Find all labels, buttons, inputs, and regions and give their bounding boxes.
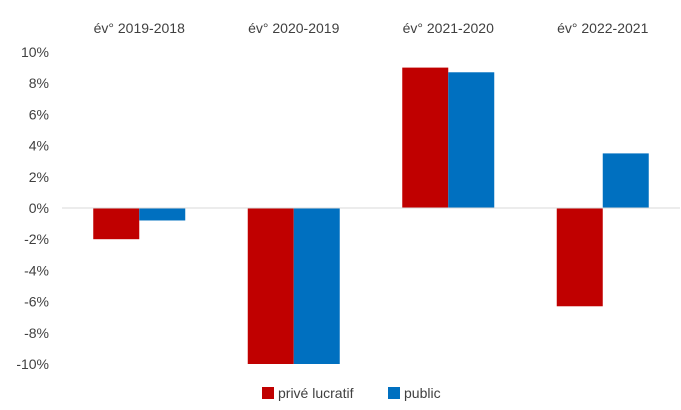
y-tick-label: -2%: [24, 231, 49, 247]
legend-swatch: [388, 387, 400, 399]
y-tick-label: -4%: [24, 262, 49, 278]
bar-public: [448, 72, 495, 208]
bar-prive-lucratif: [402, 67, 449, 208]
legend-label: privé lucratif: [278, 385, 354, 401]
legend-item: privé lucratif: [262, 385, 354, 401]
y-tick-label: 4%: [29, 138, 49, 154]
bar-public: [139, 208, 186, 221]
category-label: év° 2021-2020: [403, 20, 494, 36]
y-tick-label: 0%: [29, 200, 49, 216]
category-label: év° 2019-2018: [94, 20, 185, 36]
y-tick-label: -6%: [24, 294, 49, 310]
legend: privé lucratif public: [262, 385, 441, 401]
legend-swatch: [262, 387, 274, 399]
legend-label: public: [404, 385, 441, 401]
y-tick-label: 2%: [29, 169, 49, 185]
legend-item: public: [388, 385, 441, 401]
y-axis: 10% 8% 6% 4% 2% 0% -2% -4% -6% -8% -10%: [16, 44, 49, 372]
y-tick-label: 8%: [29, 75, 49, 91]
y-tick-label: 6%: [29, 106, 49, 122]
bars: [93, 67, 649, 364]
bar-prive-lucratif: [93, 208, 140, 240]
category-labels: év° 2019-2018 év° 2020-2019 év° 2021-2020 é…: [94, 20, 649, 36]
y-tick-label: 10%: [21, 44, 49, 60]
bar-public: [602, 153, 649, 208]
category-label: év° 2022-2021: [557, 20, 648, 36]
bar-prive-lucratif: [247, 208, 294, 364]
bar-prive-lucratif: [556, 208, 603, 307]
y-tick-label: -10%: [16, 356, 49, 372]
bar-public: [293, 208, 340, 364]
category-label: év° 2020-2019: [248, 20, 339, 36]
y-tick-label: -8%: [24, 325, 49, 341]
